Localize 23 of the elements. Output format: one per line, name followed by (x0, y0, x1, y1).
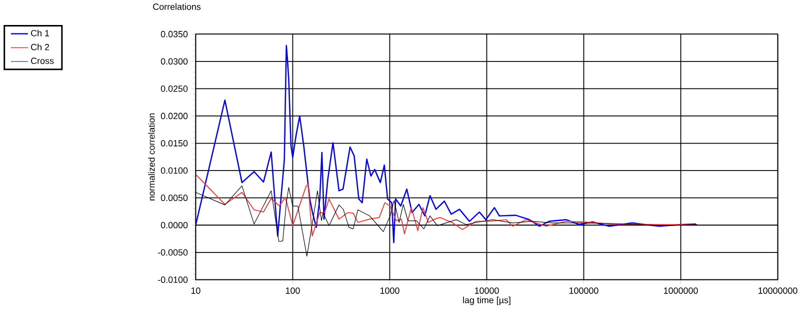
y-tick-label: 0.0100 (160, 168, 188, 174)
x-tick-label: 10 (191, 288, 200, 294)
y-tick-label: 0.0250 (160, 86, 188, 92)
x-tick-label: 100 (286, 288, 300, 294)
x-tick-label: 1000 (380, 288, 400, 294)
y-tick-label: -0.0100 (158, 276, 188, 284)
y-tick-label: 0.0050 (160, 194, 188, 202)
x-tick-label: 1000000 (664, 288, 698, 294)
legend-label: Ch 1 (31, 30, 50, 36)
y-axis-title: normalized correlation (148, 114, 155, 201)
x-tick-label: 10000000 (758, 288, 798, 294)
x-tick-label: 10000 (474, 288, 499, 294)
y-tick-label: 0.0350 (160, 31, 188, 38)
y-tick-label: 0.0300 (160, 58, 188, 65)
legend-label: Ch 2 (31, 44, 50, 50)
x-axis-title: lag time [µs] (463, 296, 510, 306)
x-tick-label: 100000 (569, 288, 598, 294)
y-tick-label: 0.0150 (160, 140, 188, 147)
chart-title: Correlations (153, 3, 201, 10)
y-tick-label: 0.0000 (160, 222, 188, 228)
y-tick-label: 0.0200 (160, 112, 188, 120)
y-tick-label: -0.0050 (158, 249, 188, 256)
legend-label: Cross (31, 58, 54, 64)
